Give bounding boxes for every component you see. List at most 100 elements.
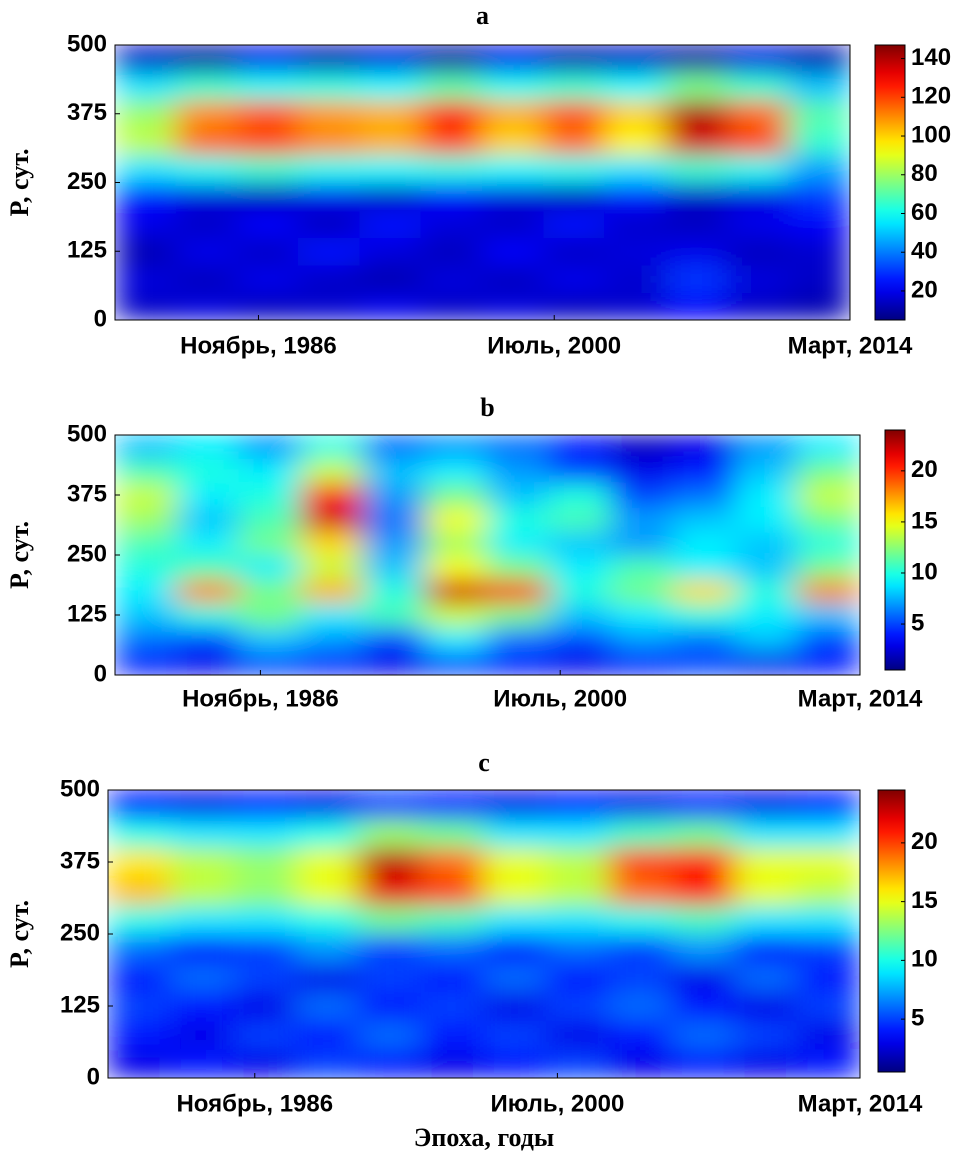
heat-cell: [671, 790, 735, 820]
heat-cell: [546, 875, 610, 906]
heat-cell: [481, 292, 545, 320]
heat-cell: [548, 578, 613, 604]
heat-cell: [486, 458, 550, 484]
heat-cell: [543, 127, 606, 156]
y-tick-label: 500: [67, 30, 107, 57]
heat-cell: [170, 1048, 234, 1078]
heat-cell: [481, 237, 545, 266]
heat-cell: [298, 237, 361, 266]
heat-cell: [796, 991, 860, 1021]
heat-cell: [232, 933, 297, 964]
heat-cell: [797, 650, 860, 675]
heat-cell: [735, 626, 799, 652]
x-tick-label: Март, 2014: [798, 685, 923, 712]
colorbar-tick-label: 15: [911, 887, 938, 914]
heat-cell: [671, 875, 735, 906]
heat-cell: [300, 435, 364, 460]
heat-cell: [420, 875, 485, 906]
heat-cell: [665, 209, 728, 238]
heat-cell: [359, 99, 422, 128]
heat-cell: [108, 790, 172, 820]
heat-cell: [298, 45, 361, 73]
heat-cell: [358, 818, 422, 849]
heat-cell: [611, 435, 675, 460]
heat-cell: [788, 237, 850, 266]
heat-cell: [236, 72, 300, 101]
heat-cell: [238, 482, 302, 508]
heat-cell: [108, 818, 172, 849]
heat-cell: [420, 99, 483, 128]
heat-cell: [483, 904, 548, 935]
heat-cell: [358, 847, 422, 877]
heat-cell: [170, 991, 234, 1021]
heat-cell: [176, 602, 240, 628]
heat-cell: [797, 578, 860, 604]
heat-cell: [671, 991, 735, 1021]
heat-cell: [673, 626, 737, 652]
heat-cell: [546, 847, 610, 877]
y-tick-label: 375: [67, 480, 107, 507]
heat-cell: [788, 154, 850, 183]
heat-cell: [300, 650, 364, 675]
heat-cell: [486, 602, 550, 628]
colorbar-tick-label: 5: [911, 1004, 924, 1031]
colorbar-tick-label: 60: [911, 199, 938, 226]
heat-cell: [726, 154, 790, 183]
heat-cell: [238, 506, 302, 532]
heat-cell: [735, 458, 799, 484]
heat-cell: [604, 45, 667, 73]
heat-cell: [176, 578, 240, 604]
heat-cell: [358, 1048, 422, 1078]
heat-cell: [170, 904, 234, 935]
colorbar-tick-label: 20: [911, 276, 938, 303]
heat-cell: [671, 962, 735, 993]
heat-cell: [115, 578, 178, 604]
heat-cell: [175, 264, 238, 293]
heat-cell: [733, 1019, 798, 1050]
y-axis-label: P, сут.: [5, 148, 34, 216]
heat-cell: [548, 650, 613, 675]
heat-cell: [604, 292, 667, 320]
x-tick-label: Ноябрь, 1986: [180, 332, 337, 359]
heat-cell: [295, 962, 360, 993]
heat-cell: [483, 962, 548, 993]
heat-cell: [546, 818, 610, 849]
heat-cell: [543, 237, 606, 266]
heat-cell: [788, 72, 850, 101]
heat-cell: [671, 933, 735, 964]
heat-cell: [483, 1048, 548, 1078]
heat-cell: [486, 626, 550, 652]
heat-cell: [298, 264, 361, 293]
heat-cell: [483, 1019, 548, 1050]
heat-cell: [295, 818, 360, 849]
panel: c 0 125 250 375 500 Ноябрь, 1986 Июль, 2000 Март…: [5, 748, 938, 1152]
heat-cell: [788, 45, 850, 73]
heat-cell: [295, 1048, 360, 1078]
heat-cell: [170, 962, 234, 993]
y-tick-label: 0: [94, 305, 107, 332]
heat-cell: [115, 182, 177, 211]
heat-cell: [481, 127, 545, 156]
heat-cell: [788, 264, 850, 293]
heat-cell: [604, 237, 667, 266]
heat-cell: [115, 264, 177, 293]
heat-cell: [358, 991, 422, 1021]
panel: a 0 125 250 375 500 Ноябрь, 1986 Июль, 2000 Март…: [5, 1, 951, 359]
heat-cell: [608, 962, 673, 993]
heat-cell: [358, 875, 422, 906]
heat-cell: [232, 1048, 297, 1078]
heat-cell: [175, 72, 238, 101]
y-tick-label: 375: [60, 847, 100, 874]
heat-cell: [608, 1048, 673, 1078]
heat-cell: [548, 554, 613, 580]
heat-cell: [543, 45, 606, 73]
heat-cell: [481, 45, 545, 73]
heat-cell: [236, 292, 300, 320]
heat-cell: [170, 1019, 234, 1050]
heat-cell: [359, 292, 422, 320]
heat-cell: [481, 154, 545, 183]
heat-cell: [665, 264, 728, 293]
heat-cell: [604, 264, 667, 293]
heat-cell: [796, 962, 860, 993]
heat-cell: [481, 209, 545, 238]
